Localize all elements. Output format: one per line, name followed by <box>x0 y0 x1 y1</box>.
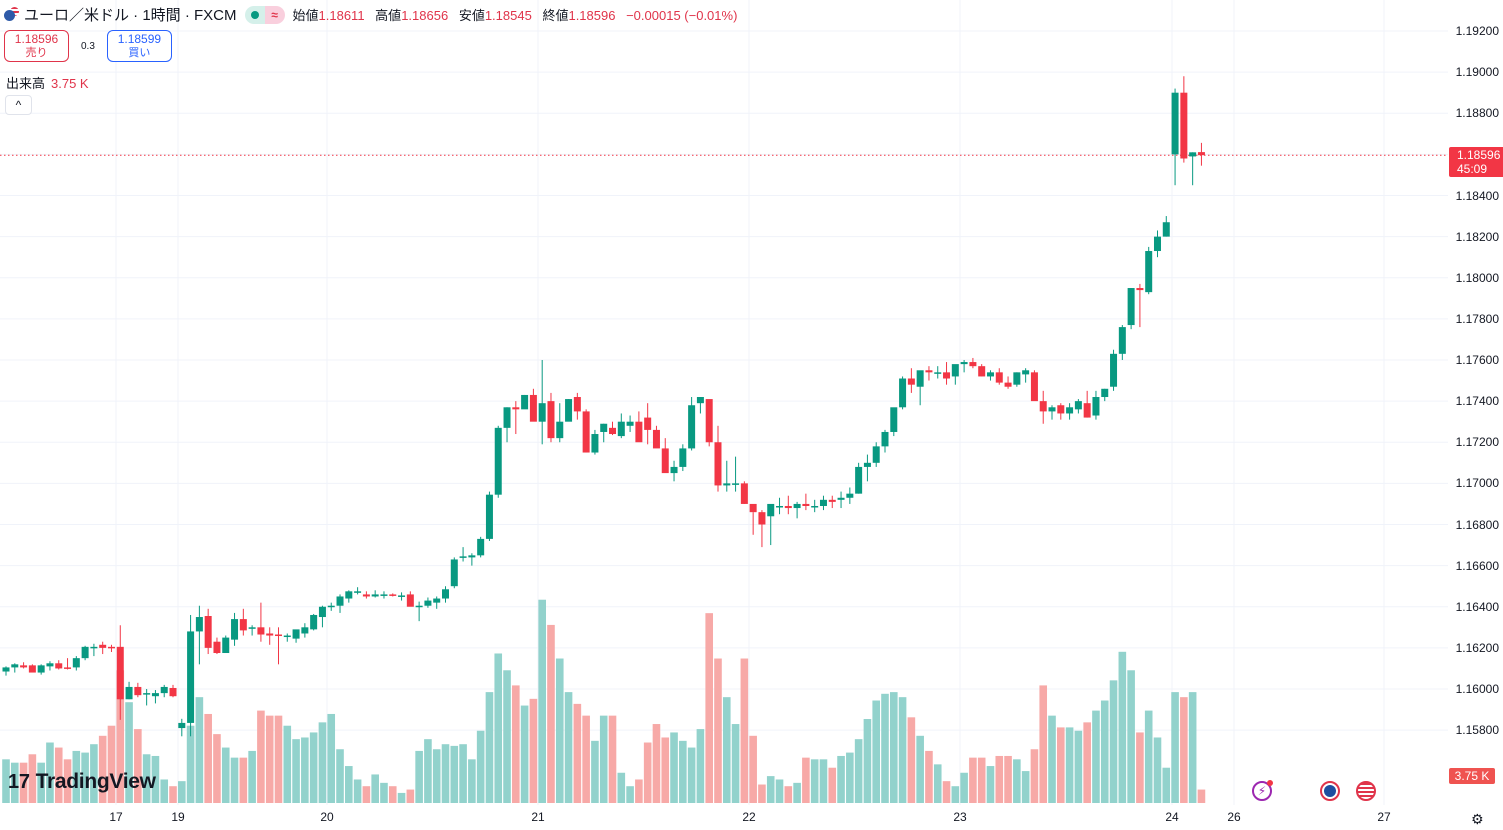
volume-label: 出来高 <box>6 76 46 91</box>
sell-label: 売り <box>25 47 48 59</box>
sell-price: 1.18596 <box>14 32 59 46</box>
buy-label: 買い <box>128 47 151 59</box>
price-tick: 1.17200 <box>1455 435 1499 450</box>
tradingview-mark-icon: 17 <box>8 770 30 793</box>
volume-bars <box>2 599 1206 803</box>
volume-legend: 出来高 3.75 K <box>6 73 89 92</box>
time-tick: 21 <box>531 810 545 824</box>
eu-event-icon[interactable] <box>1320 781 1340 801</box>
delayed-data-icon: ≈ <box>264 5 285 24</box>
eur-usd-flag-icon <box>4 6 20 23</box>
time-tick: 23 <box>953 810 967 824</box>
settings-gear-icon[interactable]: ⚙ <box>1471 811 1484 827</box>
collapse-legend-button[interactable]: ^ <box>5 95 32 115</box>
price-tick: 1.18000 <box>1455 270 1499 285</box>
price-tick: 1.17000 <box>1455 476 1499 491</box>
flash-news-icon[interactable]: ⚡ <box>1252 780 1273 801</box>
price-tick: 1.18800 <box>1455 106 1499 121</box>
bar-countdown: 45:09 <box>1457 162 1488 176</box>
price-tick: 1.17400 <box>1455 394 1499 409</box>
volume-value: 3.75 K <box>51 76 89 91</box>
market-status-pill[interactable]: ≈ <box>244 5 285 24</box>
trade-panel: 1.18596 売り 0.3 1.18599 買い <box>4 30 172 62</box>
high-value: 1.18656 <box>401 8 449 23</box>
price-tick: 1.19000 <box>1455 65 1499 80</box>
buy-price: 1.18599 <box>117 32 162 46</box>
tradingview-wordmark: TradingView <box>35 770 156 793</box>
open-label: 始値 <box>292 8 319 23</box>
high-label: 高値 <box>375 8 402 23</box>
time-tick: 24 <box>1165 810 1179 824</box>
market-open-dot-icon <box>244 5 265 24</box>
buy-button[interactable]: 1.18599 買い <box>106 30 172 62</box>
candlesticks <box>2 76 1205 737</box>
price-tick: 1.17600 <box>1455 353 1499 367</box>
us-event-icon[interactable] <box>1356 781 1376 801</box>
price-tick: 1.18400 <box>1455 188 1499 203</box>
spread-value: 0.3 <box>81 40 95 52</box>
close-value: 1.18596 <box>568 8 616 23</box>
price-tick: 1.18200 <box>1455 229 1499 244</box>
low-label: 安値 <box>458 8 485 23</box>
chart-legend: ユーロ／米ドル · 1時間 · FXCM ≈ 始値1.18611 高値1.186… <box>4 4 744 25</box>
volume-axis-label: 3.75 K <box>1449 768 1495 784</box>
time-tick: 26 <box>1227 810 1241 824</box>
ohlc-values: 始値1.18611 高値1.18656 安値1.18545 終値1.18596 … <box>293 5 745 24</box>
close-label: 終値 <box>542 8 569 23</box>
price-tick: 1.16200 <box>1455 640 1499 655</box>
price-tick: 1.16600 <box>1455 558 1499 573</box>
price-tick: 1.16400 <box>1455 599 1499 614</box>
price-tick: 1.17800 <box>1455 311 1499 326</box>
chevron-up-icon: ^ <box>15 98 22 112</box>
time-tick: 22 <box>742 810 756 824</box>
price-tick: 1.16800 <box>1455 517 1499 532</box>
chart-grid <box>0 0 1448 805</box>
last-price-value: 1.18596 <box>1457 148 1501 162</box>
open-value: 1.18611 <box>318 8 365 23</box>
price-tick: 1.15800 <box>1455 723 1499 738</box>
time-tick: 19 <box>171 810 185 824</box>
price-tick: 1.19200 <box>1455 24 1499 38</box>
time-tick: 17 <box>109 810 123 824</box>
sell-button[interactable]: 1.18596 売り <box>4 30 69 62</box>
symbol-title[interactable]: ユーロ／米ドル · 1時間 · FXCM <box>24 7 237 24</box>
last-price-label: 1.18596 45:09 <box>1449 147 1503 177</box>
low-value: 1.18545 <box>484 8 532 23</box>
time-tick: 20 <box>320 810 334 824</box>
time-tick: 27 <box>1377 810 1391 824</box>
price-tick: 1.16000 <box>1455 682 1499 696</box>
tradingview-logo[interactable]: 17 TradingView <box>8 770 156 794</box>
change-value: −0.00015 (−0.01%) <box>626 8 738 23</box>
